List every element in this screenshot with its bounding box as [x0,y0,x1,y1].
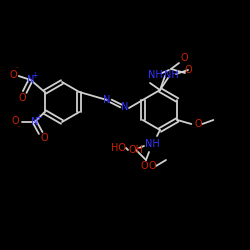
Text: +: + [32,70,38,80]
Text: O: O [194,119,202,129]
Text: OH: OH [128,145,144,155]
Text: O: O [10,70,18,80]
Text: O: O [140,161,148,171]
Text: NH: NH [144,139,160,149]
Text: HO: HO [110,143,126,153]
Text: NH: NH [164,70,178,80]
Text: ⁻: ⁻ [17,124,21,132]
Text: N: N [31,117,38,127]
Text: O: O [184,65,192,75]
Text: NH: NH [148,70,162,80]
Text: N: N [27,75,34,85]
Text: ⁻: ⁻ [15,64,19,74]
Text: O: O [148,161,156,171]
Text: N: N [121,102,129,112]
Text: +: + [36,114,42,122]
Text: O: O [19,93,26,103]
Text: O: O [12,116,20,126]
Text: O: O [41,133,48,143]
Text: N: N [103,95,111,105]
Text: O: O [180,53,188,63]
